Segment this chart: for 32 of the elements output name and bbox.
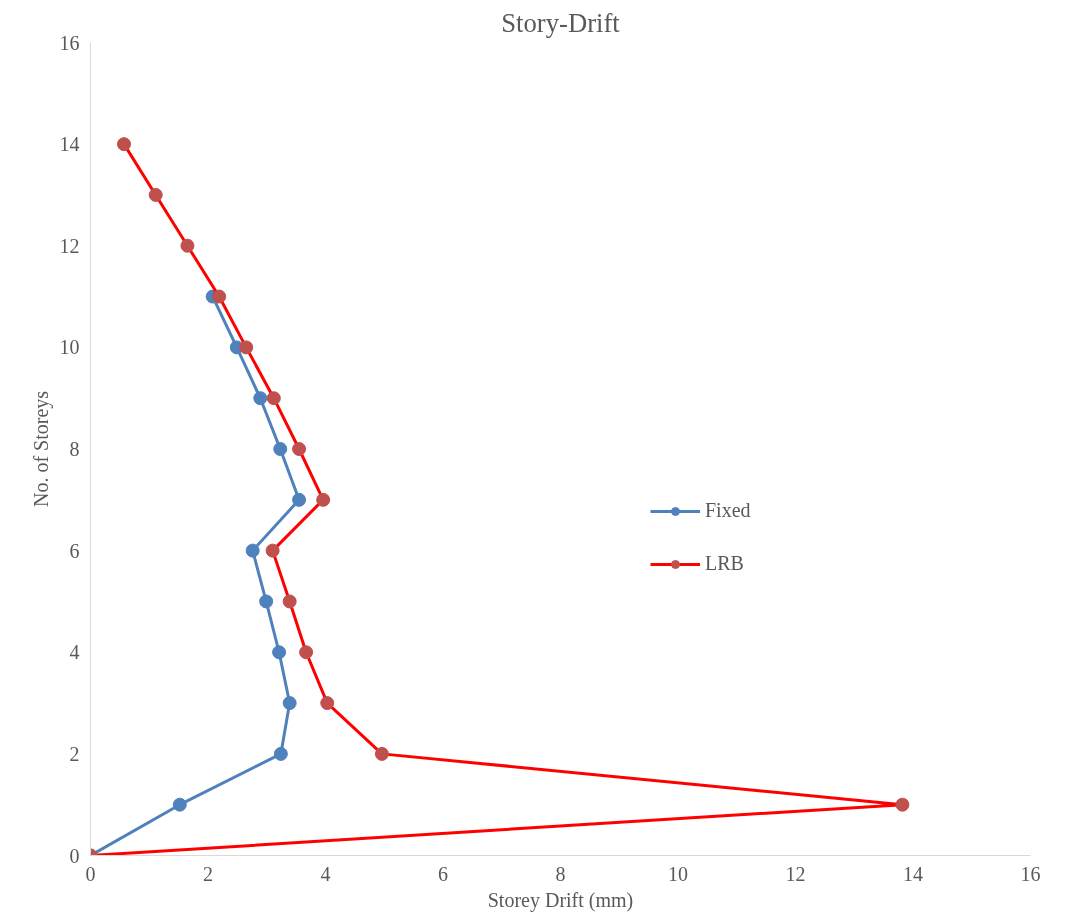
point [282,696,297,711]
point [253,391,268,406]
point [273,746,288,761]
x-axis-title: Storey Drift (mm) [487,888,634,912]
legend-label: LRB [705,552,744,575]
point [172,797,187,812]
x-tick-label: 12 [785,862,806,885]
y-tick-label: 6 [69,539,80,562]
y-tick-label: 16 [59,31,80,54]
x-tick-label: 8 [555,862,566,885]
y-tick-label: 14 [59,133,80,156]
y-tick-label: 0 [69,844,80,867]
x-tick-label: 0 [85,862,96,885]
x-tick-label: 10 [668,862,688,885]
x-tick-label: 4 [320,862,331,885]
point [273,442,288,456]
x-tick-label: 14 [903,862,923,885]
x-tick-label: 6 [438,862,448,885]
y-tick-label: 2 [69,742,80,765]
point [272,645,287,660]
y-tick-label: 8 [69,438,80,460]
chart-title: Story-Drift [501,7,621,38]
point [292,492,307,507]
y-axis-title: No. of Storeys [29,390,53,508]
x-tick-label: 16 [1020,862,1041,885]
y-tick-label: 10 [59,336,80,359]
legend-label: Fixed [705,499,751,522]
point [245,543,260,558]
x-tick-label: 2 [203,862,213,885]
point [259,594,274,609]
y-tick-label: 12 [59,234,80,257]
y-tick-label: 4 [69,641,80,664]
